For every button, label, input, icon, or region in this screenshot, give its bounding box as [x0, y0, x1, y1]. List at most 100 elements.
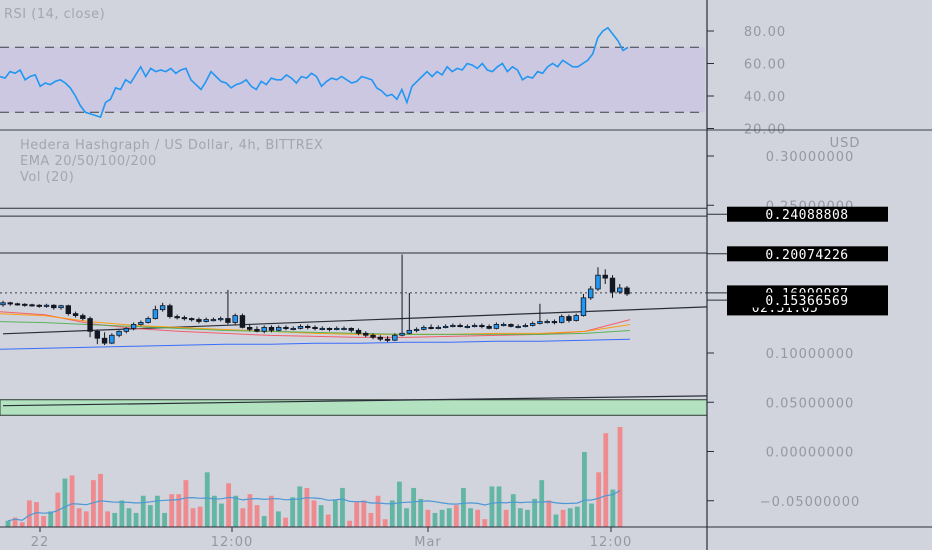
candle-body	[479, 325, 485, 328]
candle-body	[442, 326, 449, 329]
candle-body	[370, 334, 376, 338]
price-tag	[727, 292, 888, 308]
volume-bar	[354, 502, 360, 527]
candle-body	[551, 321, 558, 324]
volume-bar	[574, 506, 580, 527]
volume-bar	[582, 452, 587, 527]
candle-body	[0, 302, 6, 306]
price-pane[interactable]: Hedera Hashgraph / US Dollar, 4h, BITTRE…	[0, 136, 888, 527]
candle-body	[14, 303, 21, 306]
rsi-line	[0, 26, 629, 119]
volume-bar	[532, 498, 538, 527]
candle-body	[558, 316, 565, 323]
currency-label: USD	[830, 136, 861, 151]
candle-body	[101, 337, 108, 344]
trend-line[interactable]	[2, 395, 708, 407]
candle-body	[515, 326, 521, 329]
volume-bar	[418, 498, 424, 527]
volume-bar	[140, 495, 146, 527]
volume-bar	[411, 487, 417, 527]
candle-body	[457, 325, 463, 328]
volume-bar	[560, 509, 566, 527]
volume-bar	[382, 519, 388, 527]
volume-bar	[311, 500, 317, 527]
candle-body	[595, 274, 601, 290]
candle-body	[29, 304, 35, 307]
candle-body	[297, 326, 304, 329]
volume-bar	[226, 483, 232, 527]
volume-bar	[5, 520, 11, 527]
candle-body	[123, 327, 130, 332]
volume-bar	[126, 508, 132, 527]
volume-bar	[204, 472, 210, 527]
price-tag	[727, 246, 888, 262]
volume-bar	[425, 509, 431, 527]
candle-body	[588, 288, 594, 299]
ema-legend: EMA 20/50/100/200	[20, 154, 157, 169]
volume-bar	[112, 512, 118, 527]
volume-bar	[183, 480, 189, 527]
candle-body	[312, 326, 318, 329]
candle-body	[109, 334, 115, 344]
volume-bar	[240, 508, 246, 527]
candle-body	[348, 327, 354, 331]
candle-body	[341, 327, 347, 330]
volume-bar	[347, 520, 352, 527]
candle-body	[261, 326, 267, 332]
volume-bar	[446, 508, 452, 527]
candle-body	[80, 315, 86, 319]
volume-bar	[596, 472, 602, 527]
volume-bar	[90, 480, 96, 527]
price-tag-label: 0.20074226	[765, 248, 848, 263]
price-tick-label: −0.05000000	[760, 495, 860, 510]
candle-body	[36, 304, 42, 307]
price-tick-label: 0.00000000	[766, 446, 855, 461]
candle-body	[130, 324, 137, 329]
volume-bar	[489, 486, 495, 527]
time-tick-label: Mar	[414, 535, 442, 550]
volume-bar	[503, 509, 509, 527]
price-tick-label: 0.05000000	[766, 396, 855, 411]
volume-bar	[375, 495, 381, 527]
candle-body	[334, 327, 340, 330]
candle-body	[181, 317, 188, 320]
candle-body	[22, 303, 28, 306]
candle-body	[464, 326, 471, 329]
candle-body	[72, 313, 79, 316]
volume-bar	[155, 495, 160, 527]
volume-bar	[133, 512, 139, 527]
candle-body	[428, 326, 434, 329]
volume-bar	[34, 502, 39, 527]
candle-body	[406, 329, 413, 334]
candle-body	[500, 324, 507, 327]
volume-bar	[211, 495, 217, 527]
volume-bar	[83, 511, 89, 527]
volume-bar	[468, 508, 473, 527]
volume-bar	[567, 508, 573, 527]
candle-body	[290, 327, 296, 330]
candle-body	[167, 305, 173, 317]
ema-line	[0, 321, 631, 335]
candle-body	[413, 328, 420, 331]
candle-body	[326, 327, 333, 330]
volume-bar	[610, 489, 616, 527]
candle-body	[435, 326, 442, 329]
candle-body	[399, 332, 405, 336]
volume-bar	[361, 500, 367, 527]
volume-bar	[190, 508, 196, 527]
trend-line[interactable]	[2, 306, 708, 335]
candle-body	[283, 326, 289, 329]
volume-bar	[268, 495, 274, 527]
candle-body	[617, 287, 623, 293]
candle-body	[196, 319, 202, 322]
volume-bar	[589, 503, 594, 527]
candle-body	[566, 316, 572, 321]
candle-body	[239, 315, 246, 328]
price-tick-label: 0.30000000	[766, 150, 855, 165]
volume-bar	[12, 517, 18, 527]
candle-body	[276, 326, 282, 331]
candle-body	[159, 305, 166, 311]
ema-line	[0, 313, 631, 335]
